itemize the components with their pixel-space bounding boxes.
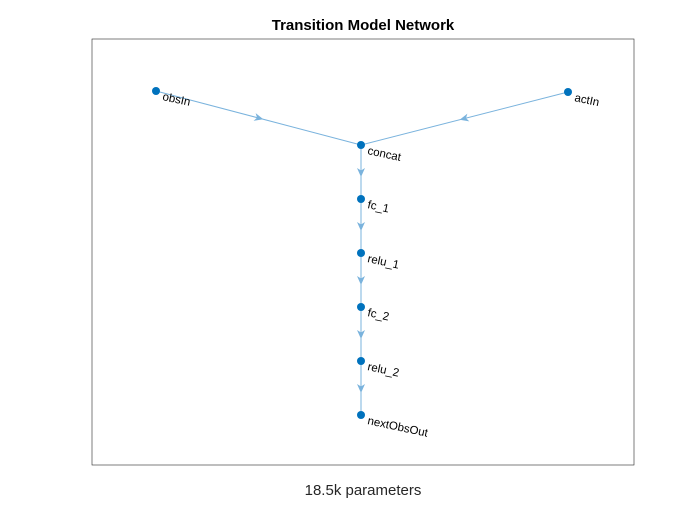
- edge-arrow-actIn-to-concat: [459, 113, 470, 122]
- node-label-actIn: actIn: [573, 92, 600, 109]
- node-relu_1: [357, 249, 365, 257]
- node-label-obsIn: obsIn: [161, 91, 191, 109]
- edge-arrow-fc_2-to-relu_2: [357, 330, 365, 339]
- edge-arrow-relu_2-to-nextObsOut: [357, 384, 365, 393]
- node-obsIn: [152, 87, 160, 95]
- node-label-fc_2: fc_2: [366, 307, 390, 323]
- edges-layer: [155, 90, 569, 415]
- node-fc_2: [357, 303, 365, 311]
- node-concat: [357, 141, 365, 149]
- node-relu_2: [357, 357, 365, 365]
- edge-arrow-fc_1-to-relu_1: [357, 222, 365, 231]
- node-fc_1: [357, 195, 365, 203]
- node-label-fc_1: fc_1: [366, 199, 390, 215]
- edge-arrow-relu_1-to-fc_2: [357, 276, 365, 285]
- parameter-count-label: 18.5k parameters: [305, 482, 422, 499]
- edge-arrow-concat-to-fc_1: [357, 168, 365, 177]
- edge-arrow-obsIn-to-concat: [253, 113, 264, 121]
- nodes-layer: obsIn actInconcatfc_1relu_1fc_2relu_2next…: [152, 87, 600, 440]
- node-nextObsOut: [357, 411, 365, 419]
- figure-title: Transition Model Network: [272, 17, 455, 34]
- node-actIn: [564, 88, 572, 96]
